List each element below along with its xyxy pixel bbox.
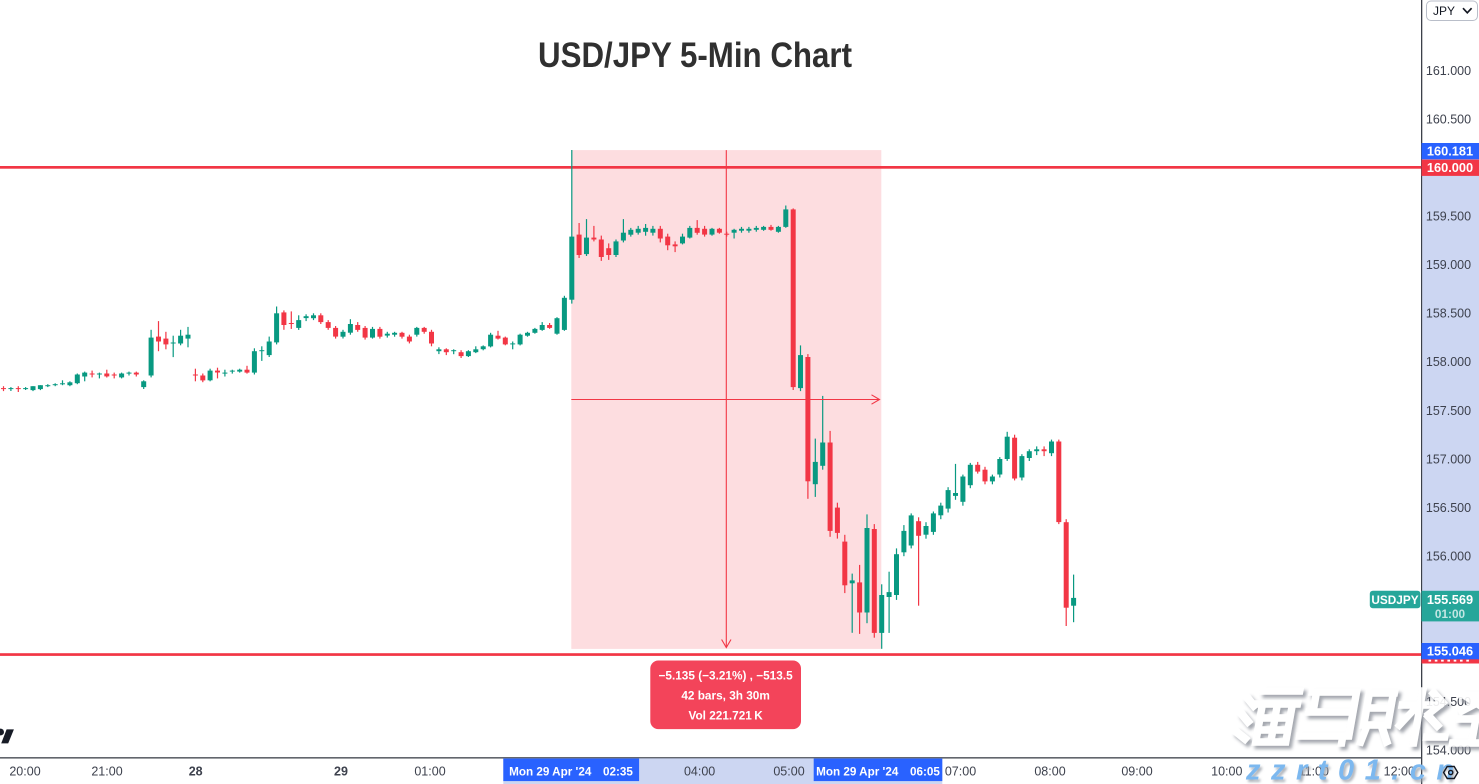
svg-text:05:00: 05:00 [773,764,804,778]
svg-text:JPY: JPY [1433,4,1455,18]
svg-text:157.500: 157.500 [1426,404,1471,418]
svg-text:07:00: 07:00 [945,764,976,778]
svg-text:−5.135 (−3.21%) , −513.5: −5.135 (−3.21%) , −513.5 [659,669,794,683]
svg-text:01:00: 01:00 [1435,607,1466,621]
svg-text:156.500: 156.500 [1426,501,1471,515]
svg-text:158.500: 158.500 [1426,307,1471,321]
svg-text:159.000: 159.000 [1426,258,1471,272]
svg-text:08:00: 08:00 [1034,764,1065,778]
svg-text:160.500: 160.500 [1426,112,1471,126]
svg-text:09:00: 09:00 [1121,764,1152,778]
svg-text:154.000: 154.000 [1426,744,1471,758]
svg-text:157.000: 157.000 [1426,452,1471,466]
svg-text:Vol 221.721 K: Vol 221.721 K [688,709,763,723]
svg-text:29: 29 [334,764,348,778]
svg-text:Mon 29 Apr '24 02:35: Mon 29 Apr '24 02:35 [509,765,633,778]
svg-text:04:00: 04:00 [684,764,715,778]
svg-text:159.500: 159.500 [1426,210,1471,224]
svg-text:11:00: 11:00 [1299,764,1329,778]
svg-text:155.569: 155.569 [1427,592,1473,607]
svg-text:42 bars, 3h 30m: 42 bars, 3h 30m [681,689,770,703]
svg-text:161.000: 161.000 [1426,64,1471,78]
svg-text:156.000: 156.000 [1426,549,1471,563]
svg-text:USD/JPY 5-Min Chart: USD/JPY 5-Min Chart [538,36,852,75]
svg-text:160.000: 160.000 [1427,160,1473,175]
svg-text:155.046: 155.046 [1427,644,1473,659]
svg-text:Mon 29 Apr '24 06:05: Mon 29 Apr '24 06:05 [816,765,940,778]
svg-text:01:00: 01:00 [414,764,445,778]
svg-text:158.000: 158.000 [1426,355,1471,369]
svg-text:10:00: 10:00 [1211,764,1242,778]
svg-text:20:00: 20:00 [9,764,40,778]
svg-text:zzrt01.cn: zzrt01.cn [1245,755,1465,784]
svg-text:160.181: 160.181 [1427,144,1473,159]
svg-text:21:00: 21:00 [91,764,122,778]
svg-text:USDJPY: USDJPY [1371,593,1418,607]
svg-text:12:00: 12:00 [1384,764,1415,778]
svg-text:28: 28 [189,764,203,778]
